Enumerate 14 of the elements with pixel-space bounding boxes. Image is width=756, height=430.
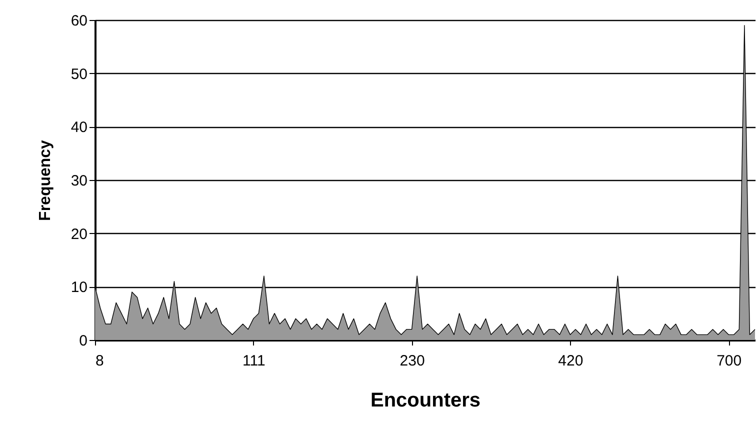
y-tick-label: 50 [70, 66, 88, 83]
y-tick-label: 40 [70, 119, 88, 136]
y-tick-label: 0 [79, 332, 88, 350]
x-axis-title: Encounters [370, 390, 481, 412]
x-tick-label: 420 [558, 352, 584, 370]
x-tick-label: 8 [96, 352, 104, 370]
x-tick-label: 230 [400, 352, 425, 370]
y-tick-label: 60 [70, 12, 88, 30]
y-tick-label: 30 [70, 172, 88, 190]
y-tick-label: 10 [70, 279, 88, 296]
x-tick-label: 111 [242, 352, 266, 370]
y-axis-title: Frequency [36, 140, 54, 221]
x-tick-label: 700 [716, 352, 742, 370]
y-tick-label: 20 [70, 226, 88, 243]
